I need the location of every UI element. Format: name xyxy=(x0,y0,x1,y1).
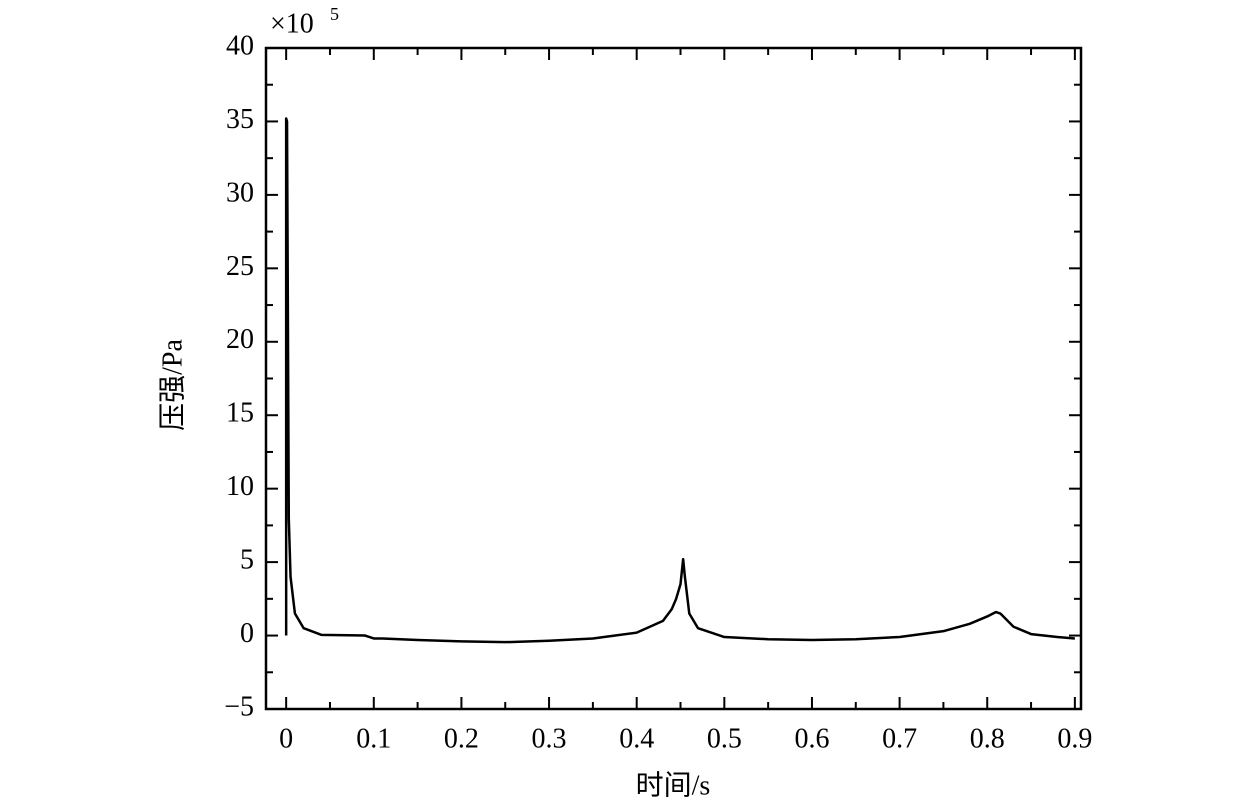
y-tick-label: 35 xyxy=(226,104,254,135)
x-tick-label: 0.1 xyxy=(356,723,391,754)
x-tick-label: 0 xyxy=(279,723,293,754)
y-tick-label: 10 xyxy=(226,471,254,502)
plot-frame xyxy=(264,46,1083,711)
y-tick-label: 15 xyxy=(226,398,254,429)
y-tick-label: 30 xyxy=(226,177,254,208)
y-tick-label: −5 xyxy=(224,691,254,722)
multiplier-base: ×10 xyxy=(270,8,314,39)
data-line xyxy=(284,117,1075,644)
multiplier-exponent: 5 xyxy=(330,4,339,24)
x-tick-label: 0.2 xyxy=(444,723,479,754)
y-tick-label: 25 xyxy=(226,251,254,282)
y-tick-label: 0 xyxy=(240,618,254,649)
y-tick-label: 20 xyxy=(226,324,254,355)
x-tick-label: 0.3 xyxy=(532,723,567,754)
x-tick-label: 0.5 xyxy=(707,723,742,754)
y-axis-label: 压强/Pa xyxy=(157,339,188,431)
y-tick-label: 40 xyxy=(226,30,254,61)
x-tick-label: 0.4 xyxy=(619,723,654,754)
x-tick-label: 0.6 xyxy=(794,723,829,754)
x-tick-label: 0.9 xyxy=(1057,723,1092,754)
x-axis-label: 时间/s xyxy=(636,769,711,801)
y-tick-label: 5 xyxy=(240,545,254,576)
x-tick-label: 0.8 xyxy=(970,723,1005,754)
x-tick-label: 0.7 xyxy=(882,723,917,754)
